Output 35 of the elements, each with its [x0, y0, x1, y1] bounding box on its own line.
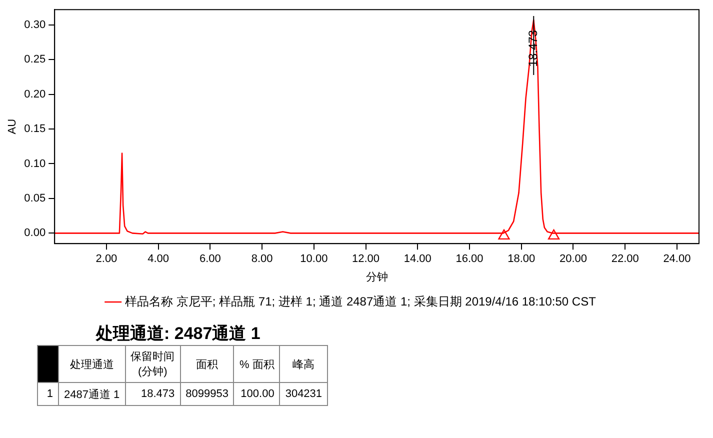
x-tick-label: 14.00	[404, 253, 432, 266]
y-tick-label: 0.05	[24, 192, 46, 204]
y-tick-label: 0.00	[24, 227, 46, 240]
x-tick-label: 18.00	[508, 253, 536, 266]
x-tick-label: 2.00	[96, 253, 118, 266]
text: 处理通道: 2487通道 1	[96, 323, 260, 345]
y-tick-label: 0.25	[24, 54, 46, 66]
x-axis-title: 分钟	[366, 271, 388, 284]
x-tick-label: 22.00	[611, 253, 639, 266]
text: 保留时间 (分钟)	[125, 346, 180, 382]
y-tick-label: 0.10	[24, 158, 46, 170]
text: 处理通道	[58, 346, 126, 382]
x-tick-label: 6.00	[199, 253, 221, 266]
text: 100.00	[234, 382, 280, 406]
text: 面积	[180, 346, 234, 382]
legend-label: 样品名称 京尼平; 样品瓶 71; 进样 1; 通道 2487通道 1; 采集日期 2019/4/16 18:10:50 CST	[125, 294, 597, 308]
text: 1	[38, 382, 58, 406]
x-tick-label: 16.00	[456, 253, 484, 266]
y-axis-title: AU	[6, 118, 19, 134]
x-tick-label: 4.00	[148, 253, 170, 266]
y-tick-label: 0.30	[24, 18, 46, 31]
text: % 面积	[234, 346, 280, 382]
text: 304231	[280, 382, 328, 406]
text: 8099953	[180, 382, 234, 406]
x-tick-label: 10.00	[300, 253, 328, 266]
x-tick-label: 8.00	[251, 253, 273, 266]
text: 峰高	[280, 346, 328, 382]
text: 18.473	[125, 382, 180, 406]
x-tick-label: 12.00	[352, 253, 380, 266]
y-tick-label: 0.20	[24, 88, 46, 100]
annotation: 18.473	[526, 30, 540, 67]
text: 2487通道 1	[58, 382, 126, 406]
y-tick-label: 0.15	[24, 123, 46, 136]
x-tick-label: 24.00	[663, 253, 691, 266]
x-tick-label: 20.00	[559, 253, 587, 266]
